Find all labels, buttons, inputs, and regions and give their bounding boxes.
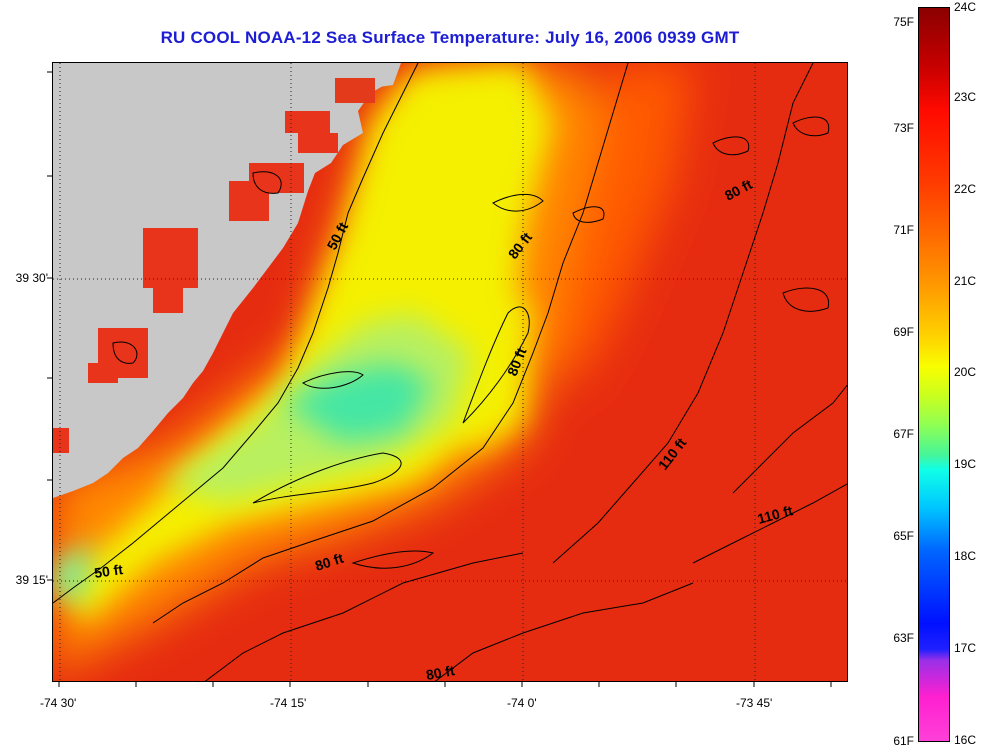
x-tick-label: -74 0'	[507, 696, 537, 710]
colorbar-f-label: 61F	[893, 734, 914, 748]
colorbar-c-label: 20C	[954, 365, 977, 379]
colorbar-f-label: 73F	[893, 121, 914, 135]
colorbar-c-label: 21C	[954, 274, 977, 288]
colorbar-f-label: 65F	[893, 529, 914, 543]
colorbar-c-label: 18C	[954, 549, 977, 563]
contour-label: 50 ft	[93, 561, 124, 581]
colorbar-c-label: 24C	[954, 0, 977, 14]
colorbar-c-label: 19C	[954, 457, 977, 471]
colorbar-f-label: 63F	[893, 631, 914, 645]
sst-map: 50 ft 50 ft 80 ft 80 ft 80 ft 80 ft 80 f…	[52, 62, 848, 682]
bathymetry-contours	[53, 63, 847, 681]
x-tick-label: -73 45'	[736, 696, 773, 710]
x-tick-label: -74 30'	[40, 696, 77, 710]
temperature-colorbar	[918, 7, 950, 742]
colorbar-f-label: 69F	[893, 325, 914, 339]
map-title: RU COOL NOAA-12 Sea Surface Temperature:…	[160, 28, 740, 47]
colorbar-f-label: 75F	[893, 15, 914, 29]
coastal-warm-pixels	[53, 78, 375, 453]
colorbar-c-label: 22C	[954, 182, 977, 196]
colorbar-c-label: 23C	[954, 90, 977, 104]
colorbar-f-label: 71F	[893, 223, 914, 237]
colorbar-c-label: 16C	[954, 733, 977, 747]
colorbar-f-label: 67F	[893, 427, 914, 441]
y-tick-label: 39 30'	[15, 271, 48, 285]
sst-map-canvas: 50 ft 50 ft 80 ft 80 ft 80 ft 80 ft 80 f…	[53, 63, 847, 682]
lat-lon-grid	[53, 63, 847, 681]
colorbar-c-label: 17C	[954, 641, 977, 655]
contour-label: 80 ft	[425, 662, 456, 682]
y-tick-label: 39 15'	[15, 573, 48, 587]
x-tick-label: -74 15'	[270, 696, 307, 710]
